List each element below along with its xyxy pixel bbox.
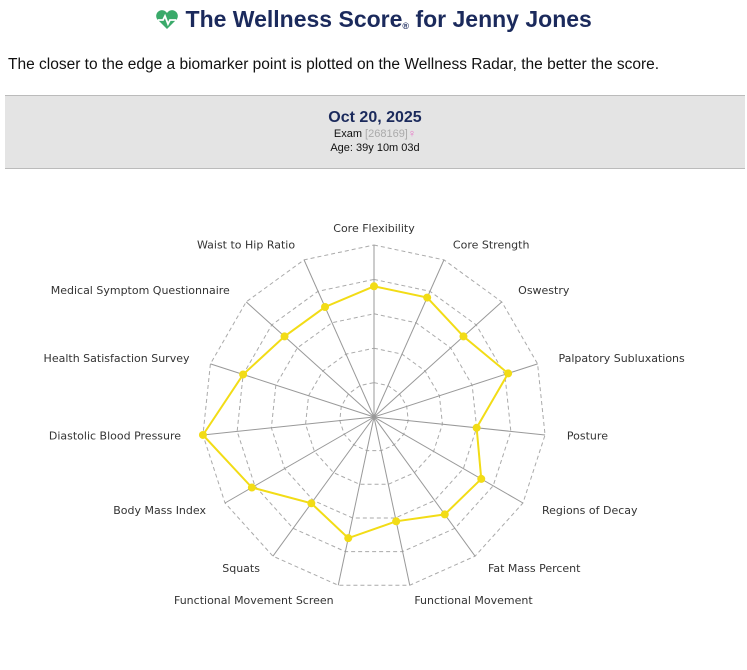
title-suffix: for Jenny Jones [415,6,592,32]
grid-ring [305,347,443,485]
axis-spoke [210,363,375,418]
axis-label: Body Mass Index [113,504,206,517]
score-point [423,293,432,302]
grid-ring [236,278,512,553]
axis-label: Waist to Hip Ratio [197,238,295,251]
title-mark: ® [402,21,410,31]
axis-spoke [373,416,411,586]
axis-label: Palpatory Subluxations [559,352,686,365]
axis-spoke [373,416,524,504]
axis-spoke [373,259,445,418]
axis-label: Functional Movement [414,594,533,607]
score-line [201,285,510,540]
intro: The closer to the edge a biomarker point… [8,56,660,73]
exam-line: Exam [268169]♀ [5,127,745,141]
axis-label: Functional Movement Screen [174,594,334,607]
score-point [280,332,289,341]
score-point [504,369,513,378]
exam-band: Oct 20, 2025 Exam [268169]♀ Age: 39y 10m… [5,95,745,169]
title: The Wellness Score® for Jenny Jones [0,6,747,33]
sex-symbol: ♀ [407,128,417,140]
axis-label: Squats [222,562,260,575]
score-point [239,370,248,379]
score-point [440,510,449,519]
axis-spoke [373,363,538,418]
axis-spoke [245,301,375,418]
axis-label: Posture [567,430,608,443]
axis-label: Core Strength [453,238,530,251]
axis-spoke [202,416,375,436]
axis-spoke [373,416,476,557]
axis-label: Fat Mass Percent [488,562,581,575]
score-point [459,332,468,341]
axis-label: Health Satisfaction Survey [44,352,190,365]
axis-label: Oswestry [518,284,570,297]
exam-date: Oct 20, 2025 [328,109,422,126]
axis-label: Diastolic Blood Pressure [49,430,181,443]
axis-spoke [337,416,375,586]
axis-spoke [373,416,546,436]
axis-spoke [373,301,503,418]
score-point [198,430,207,439]
grid-ring [202,244,546,586]
score-point [307,499,316,508]
score-point [477,474,486,483]
axis-label: Core Flexibility [333,222,415,235]
score-point [392,517,401,526]
score-point [321,303,330,312]
axis-label: Regions of Decay [542,504,638,517]
grid-ring [339,382,409,452]
exam-id: [268169] [365,128,408,140]
exam-label: Exam [333,128,362,140]
score-point [344,534,353,543]
axis-spoke [303,259,375,418]
score-point [247,483,256,492]
heart-icon [156,10,178,29]
title-main: The Wellness Score [185,6,403,32]
grid-ring [270,313,478,519]
age: Age: 39y 10m 03d [330,142,420,154]
axis-spoke [272,416,375,557]
score-point [370,282,378,291]
score-point [472,423,481,432]
axis-label: Medical Symptom Questionnaire [51,284,230,297]
